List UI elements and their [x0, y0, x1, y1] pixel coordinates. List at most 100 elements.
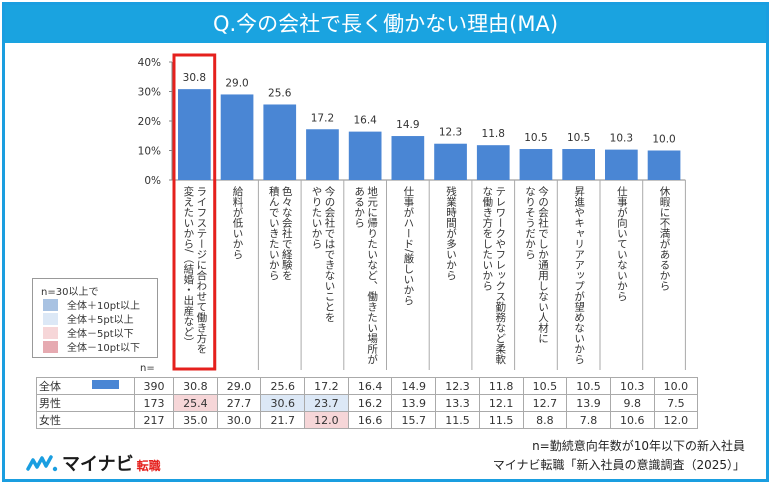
- value-cell: 10.0: [653, 377, 699, 395]
- value-cell: 12.7: [522, 394, 568, 412]
- legend-swatch: [43, 312, 58, 325]
- data-label: 10.3: [610, 133, 633, 145]
- value-cell: 27.7: [216, 394, 262, 412]
- value-cell: 10.5: [566, 377, 611, 395]
- row-label: 女性: [36, 411, 135, 429]
- row-label: 男性: [36, 394, 135, 412]
- value-cell: 13.9: [566, 394, 611, 412]
- row-label: 全体: [36, 377, 135, 395]
- footer-note-source: マイナビ転職「新入社員の意識調査（2025）」: [492, 458, 745, 472]
- data-label: 29.0: [225, 77, 248, 89]
- bar: [434, 143, 467, 180]
- category-label: 色々な会社で経験を 積んでいきたいから: [267, 186, 293, 281]
- value-cell: 15.7: [391, 411, 437, 429]
- series-swatch: [92, 380, 119, 389]
- n-cell: 173: [134, 394, 174, 412]
- value-cell: 10.6: [609, 411, 655, 429]
- bar: [348, 131, 382, 180]
- value-cell: 11.8: [478, 377, 524, 395]
- mynavi-logo: マイナビ 転職: [26, 450, 161, 476]
- data-label: 30.8: [183, 72, 206, 84]
- bar: [605, 149, 638, 180]
- data-label: 25.6: [268, 87, 292, 99]
- legend-title: n=30以上で: [41, 287, 99, 298]
- value-cell: 13.3: [435, 394, 480, 412]
- legend: n=30以上で 全体＋10pt以上 全体＋5pt以上 全体－5pt以下 全体－1…: [32, 278, 158, 358]
- category-label: 仕事がハード/厳しいから: [402, 186, 415, 306]
- value-cell: 23.7: [304, 394, 349, 412]
- legend-item-minus10: 全体－10pt以下: [43, 340, 140, 354]
- table-row: 女性 217 35.0 30.0 21.7 12.0 16.6 15.7 11.5 11.5 8.8…: [36, 411, 699, 429]
- bar: [476, 145, 510, 180]
- value-cell: 11.5: [478, 411, 524, 429]
- value-cell: 30.6: [260, 394, 306, 412]
- data-label: 16.4: [353, 115, 377, 127]
- row-label-text: 男性: [39, 397, 61, 410]
- bar: [178, 89, 211, 180]
- data-label: 14.9: [396, 119, 419, 131]
- y-tick-label: 0%: [144, 175, 161, 187]
- value-cell: 30.0: [216, 411, 262, 429]
- row-label-text: 女性: [39, 414, 61, 427]
- legend-item-minus5: 全体－5pt以下: [43, 326, 134, 340]
- value-cell: 30.8: [173, 377, 218, 395]
- value-cell: 17.2: [304, 377, 349, 395]
- data-label: 12.3: [439, 127, 462, 139]
- category-label: 給料が低いから: [231, 186, 244, 260]
- value-cell: 16.2: [347, 394, 393, 412]
- value-cell: 13.9: [391, 394, 437, 412]
- value-cell: 29.0: [216, 377, 262, 395]
- bar: [647, 150, 681, 180]
- data-label: 11.8: [482, 128, 505, 140]
- y-tick-label: 40%: [138, 57, 161, 69]
- value-cell: 11.5: [435, 411, 480, 429]
- legend-swatch: [43, 298, 58, 311]
- data-label: 10.5: [567, 132, 590, 144]
- bar: [391, 136, 425, 180]
- value-cell: 12.0: [653, 411, 699, 429]
- value-cell: 16.4: [347, 377, 393, 395]
- bar: [519, 149, 553, 180]
- value-cell: 10.3: [609, 377, 655, 395]
- data-label: 10.0: [652, 134, 675, 146]
- bar: [562, 149, 595, 180]
- value-cell: 7.5: [653, 394, 699, 412]
- table-row: 男性 173 25.4 27.7 30.6 23.7 16.2 13.9 13.3 12.1 12.…: [36, 394, 699, 412]
- data-table: 全体 390 30.8 29.0 25.6 17.2 16.4 14.9 12.3 11.8 10.…: [36, 377, 699, 429]
- bar: [220, 94, 254, 180]
- value-cell: 16.6: [347, 411, 393, 429]
- legend-item-plus10: 全体＋10pt以上: [43, 298, 140, 312]
- chart-title: Q.今の会社で長く働かない理由(MA): [5, 5, 766, 43]
- y-tick-label: 20%: [138, 116, 161, 128]
- value-cell: 35.0: [173, 411, 218, 429]
- bar: [263, 104, 297, 180]
- footer-note-sample: n=勤続意向年数が10年以下の新入社員: [532, 439, 745, 453]
- value-cell: 12.1: [478, 394, 524, 412]
- category-label: 残業時間が多いから: [445, 186, 458, 281]
- n-cell: 390: [134, 377, 174, 395]
- value-cell: 9.8: [609, 394, 655, 412]
- y-tick-label: 10%: [138, 146, 161, 158]
- category-label: テレワークやフレックス勤務など柔軟 な働き方をしたいから: [481, 186, 507, 365]
- value-cell: 25.6: [260, 377, 306, 395]
- value-cell: 12.3: [435, 377, 480, 395]
- table-row: 全体 390 30.8 29.0 25.6 17.2 16.4 14.9 12.3 11.8 10.…: [36, 377, 699, 395]
- value-cell: 14.9: [391, 377, 437, 395]
- category-label: 仕事が向いていないから: [615, 186, 628, 302]
- highlight-box: [172, 53, 217, 371]
- category-label: 今の会社ではできないことを やりたいから: [310, 186, 336, 323]
- bar: [306, 129, 339, 180]
- data-label: 17.2: [311, 112, 334, 124]
- value-cell: 25.4: [173, 394, 218, 412]
- row-label-text: 全体: [39, 380, 61, 393]
- value-cell: 10.5: [522, 377, 568, 395]
- legend-item-plus5: 全体＋5pt以上: [43, 312, 134, 326]
- logo-brand: マイナビ: [62, 454, 134, 475]
- y-tick-label: 30%: [138, 87, 161, 99]
- legend-swatch: [43, 326, 58, 339]
- category-label: 休暇に不満があるから: [658, 186, 671, 291]
- logo-sub: 転職: [136, 458, 161, 473]
- category-label: 昇進やキャリアアップが望めないから: [573, 186, 586, 365]
- legend-swatch: [43, 340, 58, 353]
